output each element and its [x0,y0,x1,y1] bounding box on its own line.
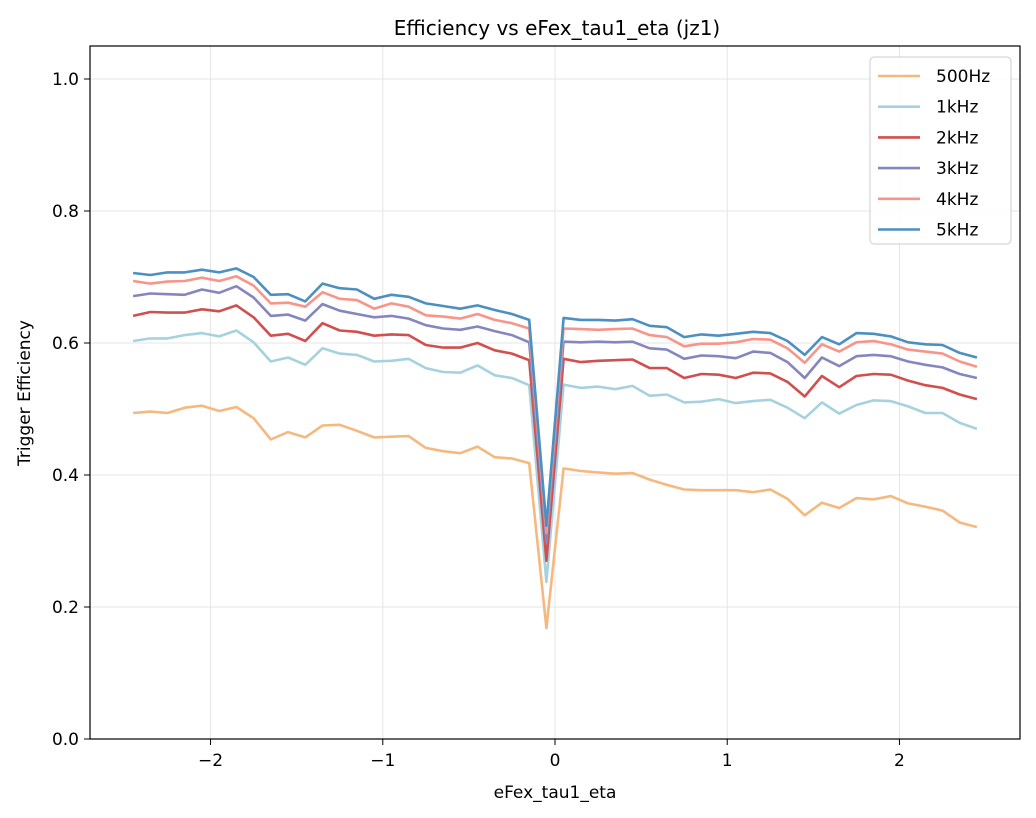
legend-box [869,56,1012,245]
x-tick-label: 0 [550,751,561,771]
x-tick-label: −1 [370,751,395,771]
y-tick-label: 0.0 [52,730,79,750]
ticks: −2 −1 0 1 2 0.0 0.2 0.4 0.6 0.8 1.0 [52,70,905,771]
y-tick-label: 0.6 [52,334,79,354]
y-tick-label: 0.8 [52,202,79,222]
y-tick-label: 0.4 [52,466,79,486]
legend-label: 4kHz [936,190,978,210]
legend-label: 500Hz [936,67,990,87]
legend: 500Hz 1kHz 2kHz 3kHz 4kHz 5kHz [869,56,1012,245]
y-axis-label: Trigger Efficiency [15,320,35,467]
legend-label: 2kHz [936,128,978,148]
x-tick-label: −2 [198,751,223,771]
legend-label: 3kHz [936,159,978,179]
x-tick-label: 2 [894,751,905,771]
y-tick-label: 1.0 [52,70,79,90]
y-tick-label: 0.2 [52,598,79,618]
x-tick-label: 1 [722,751,733,771]
chart-title: Efficiency vs eFex_tau1_eta (jz1) [394,16,720,40]
series-line-500Hz [132,404,978,630]
series-line-5kHz [132,267,978,528]
legend-label: 5kHz [936,221,978,241]
series-lines [132,267,978,630]
series-line-1kHz [132,329,978,584]
x-axis-label: eFex_tau1_eta [494,783,617,803]
grid [90,46,1020,740]
series-line-2kHz [132,304,978,563]
legend-label: 1kHz [936,98,978,118]
